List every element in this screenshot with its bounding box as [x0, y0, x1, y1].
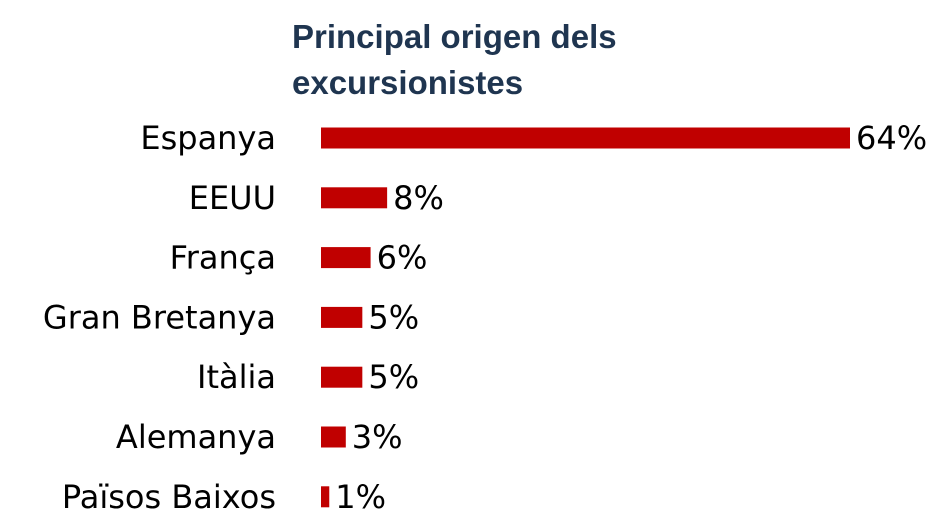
- bar: [321, 486, 330, 508]
- value-label: 5%: [368, 358, 419, 396]
- value-label: 3%: [352, 418, 403, 456]
- bar: [321, 366, 363, 388]
- category-label: EEUU: [189, 179, 276, 217]
- category-label: Itàlia: [197, 358, 276, 396]
- bar: [321, 127, 850, 149]
- value-label: 6%: [377, 239, 428, 277]
- category-label: Espanya: [140, 119, 276, 157]
- value-label: 64%: [856, 119, 927, 157]
- bar: [321, 426, 346, 448]
- bar: [321, 187, 388, 209]
- category-label: França: [170, 239, 276, 277]
- bar: [321, 247, 371, 269]
- value-label: 8%: [393, 179, 444, 217]
- value-label: 1%: [335, 478, 386, 516]
- category-label: Gran Bretanya: [43, 298, 276, 336]
- value-label: 5%: [368, 298, 419, 336]
- chart-title: Principal origen dels excursionistes: [292, 18, 617, 101]
- category-label: Alemanya: [116, 418, 276, 456]
- bar: [321, 306, 363, 328]
- category-label: Països Baixos: [62, 478, 276, 516]
